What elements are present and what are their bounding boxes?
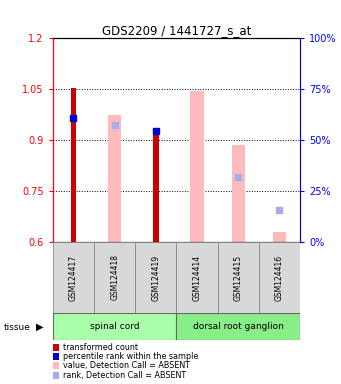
Bar	[177, 242, 218, 313]
Point	[153, 127, 159, 134]
Bar	[53, 242, 94, 313]
Point	[112, 122, 117, 128]
Text: percentile rank within the sample: percentile rank within the sample	[63, 352, 198, 361]
Bar	[191, 91, 204, 242]
Point	[277, 207, 282, 213]
Text: GSM124417: GSM124417	[69, 254, 78, 301]
Text: GSM124418: GSM124418	[110, 255, 119, 300]
Bar	[108, 115, 121, 242]
Bar	[71, 88, 76, 242]
Bar	[177, 313, 300, 340]
Bar	[218, 242, 259, 313]
Bar	[53, 313, 177, 340]
Point	[71, 115, 76, 121]
Text: ▶: ▶	[36, 322, 43, 332]
Text: dorsal root ganglion: dorsal root ganglion	[193, 322, 284, 331]
Bar	[232, 145, 245, 242]
Text: GSM124419: GSM124419	[151, 254, 160, 301]
Text: GSM124414: GSM124414	[193, 254, 202, 301]
Text: spinal cord: spinal cord	[90, 322, 139, 331]
Bar	[94, 242, 135, 313]
Bar	[259, 242, 300, 313]
Bar	[135, 242, 177, 313]
Bar	[273, 232, 286, 242]
Text: rank, Detection Call = ABSENT: rank, Detection Call = ABSENT	[63, 371, 186, 380]
Text: GSM124415: GSM124415	[234, 254, 243, 301]
Point	[236, 174, 241, 180]
Title: GDS2209 / 1441727_s_at: GDS2209 / 1441727_s_at	[102, 24, 251, 37]
Text: transformed count: transformed count	[63, 343, 138, 352]
Bar	[153, 128, 159, 242]
Text: GSM124416: GSM124416	[275, 254, 284, 301]
Text: tissue: tissue	[3, 323, 30, 332]
Text: value, Detection Call = ABSENT: value, Detection Call = ABSENT	[63, 361, 190, 371]
